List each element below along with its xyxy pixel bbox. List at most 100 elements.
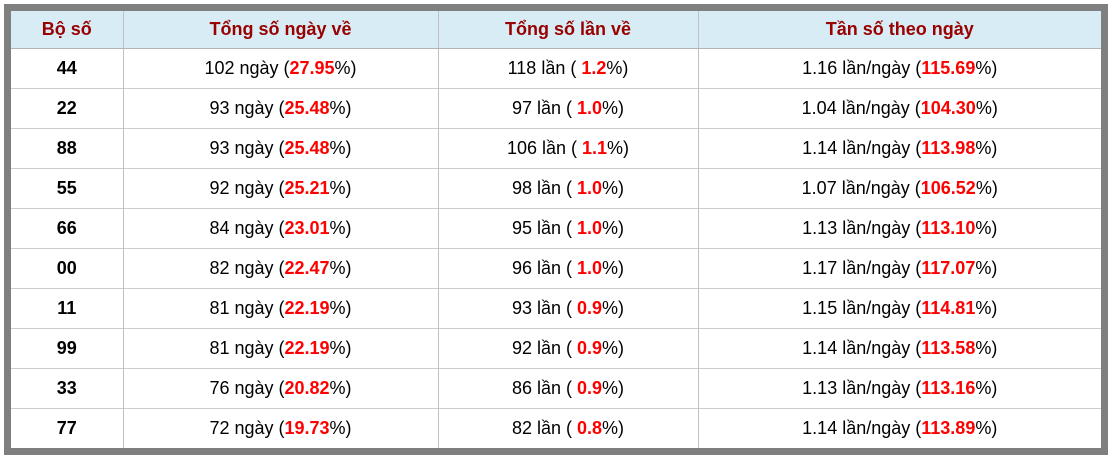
times-text: 97 lần (	[511, 97, 577, 118]
times-text-close: %)	[607, 137, 630, 158]
frequency-percent-highlight: 113.58	[921, 337, 976, 358]
times-text-close: %)	[602, 97, 625, 118]
times-percent-highlight: 1.0	[577, 257, 603, 278]
pair-number-cell: 99	[11, 327, 123, 368]
days-text-close: %)	[329, 337, 352, 358]
days-text: 102 ngày (	[204, 57, 290, 78]
total-times-cell: 93 lần ( 0.9%)	[437, 287, 698, 328]
frequency-text: 1.13 lần/ngày (	[802, 377, 922, 398]
pair-number-cell: 77	[11, 407, 123, 448]
frequency-text: 1.14 lần/ngày (	[802, 417, 922, 438]
pair-number-cell: 22	[11, 87, 123, 128]
times-text: 93 lần (	[511, 297, 577, 318]
total-times-cell: 106 lần ( 1.1%)	[437, 127, 698, 168]
table-row: 44 102 ngày (27.95%) 118 lần ( 1.2%) 1.1…	[11, 48, 1101, 88]
total-times-cell: 82 lần ( 0.8%)	[437, 407, 698, 448]
frequency-percent-highlight: 115.69	[921, 57, 976, 78]
days-percent-highlight: 23.01	[284, 217, 330, 238]
frequency-percent-highlight: 113.16	[921, 377, 976, 398]
days-text-close: %)	[329, 257, 352, 278]
frequency-percent-highlight: 106.52	[920, 177, 976, 198]
pair-number-cell: 44	[11, 48, 123, 88]
header-row: Bộ số Tổng số ngày về Tổng số lần về Tần…	[11, 11, 1101, 49]
days-percent-highlight: 20.82	[284, 377, 330, 398]
pair-number-cell: 55	[11, 167, 123, 208]
frequency-text-close: %)	[975, 297, 998, 318]
frequency-text: 1.14 lần/ngày (	[802, 137, 922, 158]
times-percent-highlight: 1.0	[577, 217, 603, 238]
frequency-text-close: %)	[975, 177, 998, 198]
times-text: 98 lần (	[511, 177, 577, 198]
frequency-percent-highlight: 113.10	[921, 217, 976, 238]
pair-number-cell: 88	[11, 127, 123, 168]
times-percent-highlight: 0.9	[577, 297, 603, 318]
frequency-cell: 1.16 lần/ngày (115.69%)	[697, 48, 1101, 88]
days-text: 93 ngày (	[209, 137, 285, 158]
days-text-close: %)	[329, 297, 352, 318]
frequency-percent-highlight: 113.98	[921, 137, 976, 158]
times-text: 92 lần (	[511, 337, 577, 358]
frequency-text-close: %)	[975, 257, 998, 278]
frequency-cell: 1.14 lần/ngày (113.89%)	[697, 407, 1101, 448]
frequency-cell: 1.14 lần/ngày (113.58%)	[697, 327, 1101, 368]
page: Bộ số Tổng số ngày về Tổng số lần về Tần…	[0, 4, 1112, 465]
total-days-cell: 82 ngày (22.47%)	[122, 247, 438, 288]
times-percent-highlight: 1.1	[582, 137, 608, 158]
table-row: 00 82 ngày (22.47%) 96 lần ( 1.0%) 1.17 …	[11, 247, 1101, 288]
days-text: 84 ngày (	[209, 217, 285, 238]
days-percent-highlight: 25.48	[284, 137, 330, 158]
days-text-close: %)	[329, 97, 352, 118]
times-percent-highlight: 0.9	[577, 337, 603, 358]
days-percent-highlight: 22.19	[284, 337, 330, 358]
times-text: 95 lần (	[511, 217, 577, 238]
total-times-cell: 98 lần ( 1.0%)	[437, 167, 698, 208]
frequency-percent-highlight: 113.89	[921, 417, 976, 438]
frequency-text: 1.15 lần/ngày (	[802, 297, 922, 318]
col-header-pair: Bộ số	[11, 11, 123, 49]
days-text-close: %)	[329, 377, 352, 398]
times-text-close: %)	[602, 257, 625, 278]
frequency-cell: 1.15 lần/ngày (114.81%)	[697, 287, 1101, 328]
days-percent-highlight: 19.73	[284, 417, 330, 438]
times-percent-highlight: 1.2	[581, 57, 607, 78]
times-text-close: %)	[602, 337, 625, 358]
total-days-cell: 81 ngày (22.19%)	[122, 327, 438, 368]
total-times-cell: 86 lần ( 0.9%)	[437, 367, 698, 408]
frequency-percent-highlight: 117.07	[921, 257, 976, 278]
frequency-cell: 1.04 lần/ngày (104.30%)	[697, 87, 1101, 128]
times-text: 118 lần (	[507, 57, 582, 78]
times-percent-highlight: 0.8	[577, 417, 603, 438]
times-text: 96 lần (	[511, 257, 577, 278]
table-row: 77 72 ngày (19.73%) 82 lần ( 0.8%) 1.14 …	[11, 407, 1101, 448]
days-text-close: %)	[329, 217, 352, 238]
times-text-close: %)	[602, 377, 625, 398]
total-times-cell: 96 lần ( 1.0%)	[437, 247, 698, 288]
frequency-text-close: %)	[975, 417, 998, 438]
table-row: 99 81 ngày (22.19%) 92 lần ( 0.9%) 1.14 …	[11, 327, 1101, 368]
times-text-close: %)	[606, 57, 629, 78]
stats-table-frame: Bộ số Tổng số ngày về Tổng số lần về Tần…	[4, 4, 1108, 455]
total-times-cell: 92 lần ( 0.9%)	[437, 327, 698, 368]
total-times-cell: 95 lần ( 1.0%)	[437, 207, 698, 248]
frequency-text-close: %)	[975, 137, 998, 158]
total-times-cell: 97 lần ( 1.0%)	[437, 87, 698, 128]
times-percent-highlight: 1.0	[577, 177, 603, 198]
col-header-total-days: Tổng số ngày về	[122, 11, 438, 49]
loto-stats-table: Bộ số Tổng số ngày về Tổng số lần về Tần…	[11, 11, 1101, 448]
days-percent-highlight: 22.47	[284, 257, 330, 278]
days-percent-highlight: 25.21	[284, 177, 330, 198]
days-percent-highlight: 25.48	[284, 97, 330, 118]
days-text: 93 ngày (	[209, 97, 285, 118]
days-text-close: %)	[329, 177, 352, 198]
frequency-text: 1.16 lần/ngày (	[802, 57, 922, 78]
table-row: 33 76 ngày (20.82%) 86 lần ( 0.9%) 1.13 …	[11, 367, 1101, 408]
days-text-close: %)	[334, 57, 357, 78]
frequency-percent-highlight: 114.81	[921, 297, 976, 318]
days-text: 81 ngày (	[209, 337, 285, 358]
frequency-cell: 1.07 lần/ngày (106.52%)	[697, 167, 1101, 208]
total-days-cell: 81 ngày (22.19%)	[122, 287, 438, 328]
table-row: 55 92 ngày (25.21%) 98 lần ( 1.0%) 1.07 …	[11, 167, 1101, 208]
frequency-text: 1.04 lần/ngày (	[801, 97, 921, 118]
total-days-cell: 92 ngày (25.21%)	[122, 167, 438, 208]
frequency-cell: 1.13 lần/ngày (113.10%)	[697, 207, 1101, 248]
